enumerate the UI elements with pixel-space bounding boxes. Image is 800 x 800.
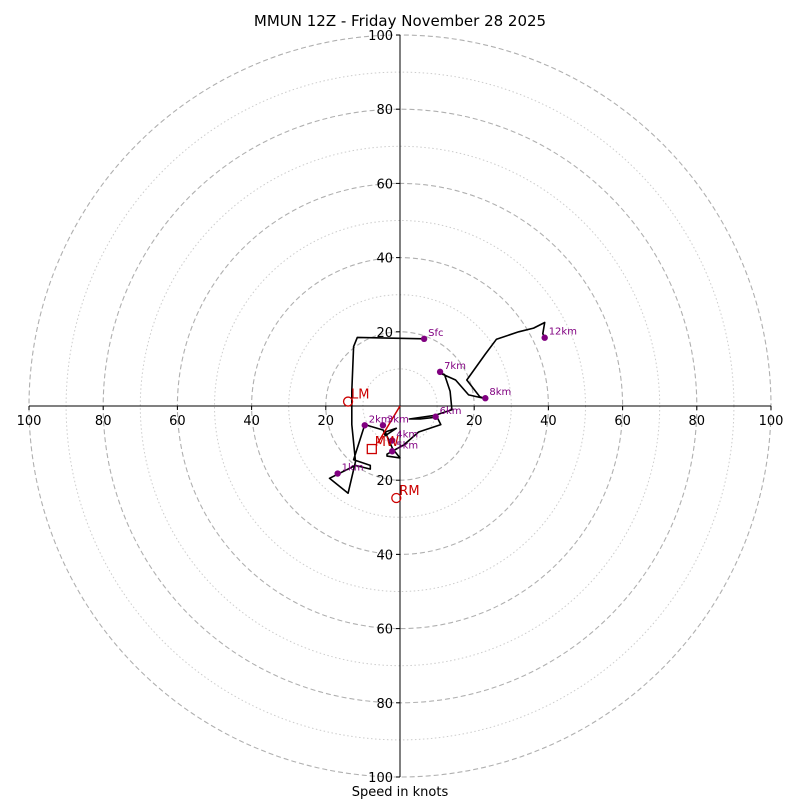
chart-title: MMUN 12Z - Friday November 28 2025 (254, 12, 546, 30)
height-marker-point (389, 437, 396, 444)
x-tick-label: 80 (689, 414, 706, 429)
y-tick-label: 20 (376, 474, 393, 489)
height-marker-label: 8km (489, 387, 511, 398)
y-tick-label: 100 (368, 771, 393, 786)
height-marker-label: 3km (387, 414, 409, 425)
height-marker-label: 1km (342, 463, 364, 474)
height-marker-label: 4km (396, 430, 418, 441)
x-tick-label: 60 (169, 414, 186, 429)
height-marker-point (379, 422, 387, 429)
y-tick-label: 80 (376, 697, 393, 712)
height-marker-point (541, 334, 548, 341)
height-marker-point (482, 395, 489, 402)
storm-motion-label: LM (351, 388, 369, 403)
height-marker-label: Sfc (428, 328, 443, 339)
y-tick-label: 80 (376, 103, 393, 118)
storm-motion-marker (342, 396, 354, 407)
storm-motion-label: MW (375, 435, 399, 450)
storm-motion-marker (391, 492, 402, 504)
height-marker-point (389, 448, 396, 455)
height-marker-label: 5km (396, 440, 418, 451)
height-marker-label: 12km (549, 327, 577, 338)
hodograph-trace (328, 321, 546, 495)
x-axis-label: Speed in knots (352, 785, 449, 800)
height-marker-label: 6km (440, 406, 462, 417)
x-tick-label: 100 (759, 414, 784, 429)
height-marker-label: 2km (369, 414, 391, 425)
height-marker-label: 7km (444, 361, 466, 372)
x-tick-label: 80 (95, 414, 112, 429)
x-tick-label: 60 (614, 414, 631, 429)
x-tick-label: 40 (540, 414, 557, 429)
hodograph-trace-line (328, 321, 546, 495)
x-tick-label: 20 (318, 414, 335, 429)
storm-motion-label: RM (399, 484, 419, 499)
storm-motion-marker (366, 443, 377, 455)
y-tick-label: 40 (376, 548, 393, 563)
x-tick-label: 40 (243, 414, 260, 429)
tick-labels: 100 80 60 40 20 20 40 60 80 100 100 80 60 40 20 20 40 60 8… (17, 29, 784, 786)
y-tick-label: 40 (376, 252, 393, 267)
height-marker-point (420, 335, 428, 343)
storm-motion-markers: LM RM MW (342, 388, 420, 504)
height-marker-point (432, 413, 439, 420)
y-tick-label: 100 (368, 29, 393, 44)
height-marker-point (436, 368, 444, 376)
height-marker-point (361, 422, 368, 429)
y-tick-label: 60 (376, 177, 393, 192)
y-tick-label: 20 (376, 326, 393, 341)
shear-vector-line (377, 405, 401, 444)
x-tick-label: 20 (466, 414, 483, 429)
height-marker-point (334, 470, 341, 477)
y-tick-label: 60 (376, 623, 393, 638)
x-tick-label: 100 (17, 414, 42, 429)
